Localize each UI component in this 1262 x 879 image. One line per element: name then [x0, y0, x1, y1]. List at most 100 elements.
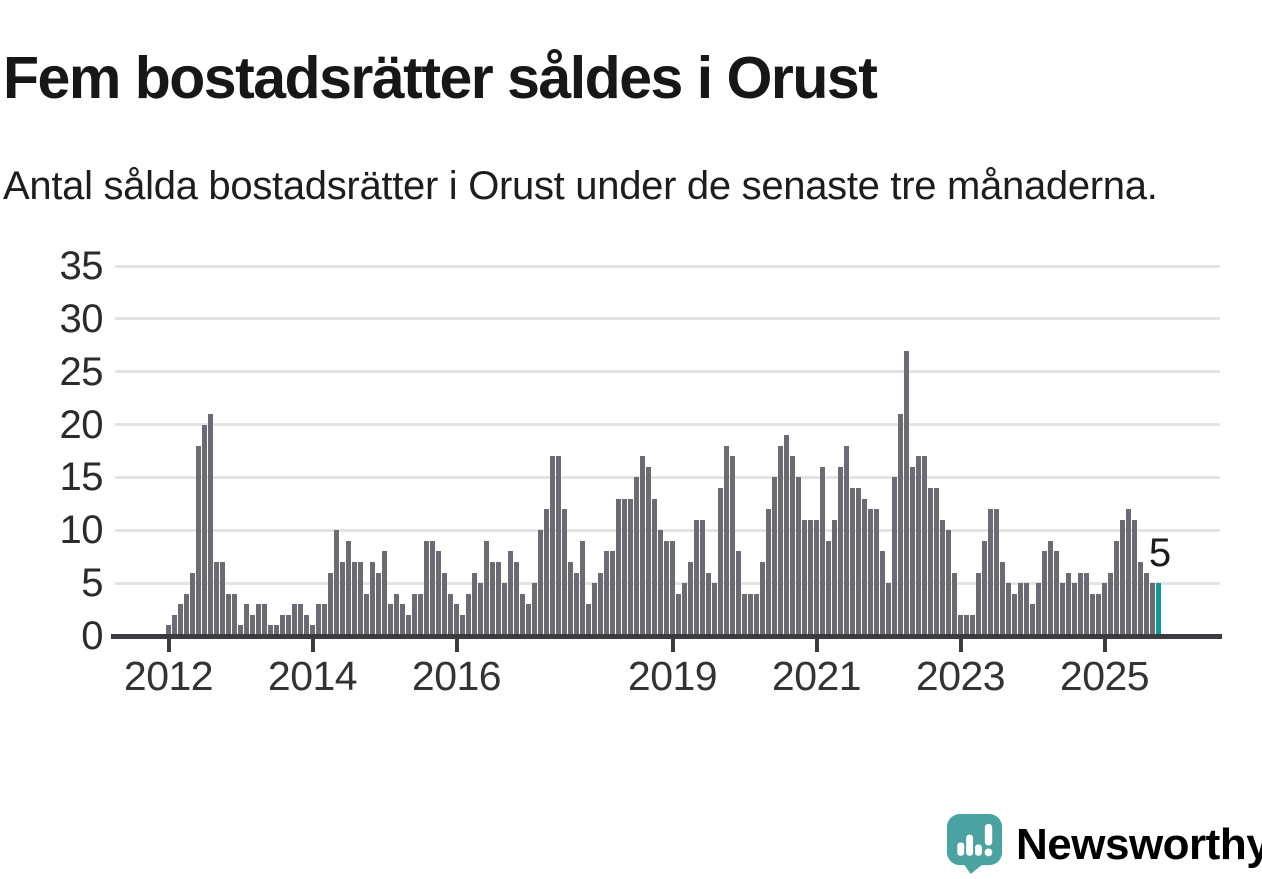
bar	[892, 477, 897, 636]
bar	[760, 562, 765, 636]
bar	[610, 551, 615, 636]
bar	[634, 477, 639, 636]
bar	[940, 520, 945, 636]
y-axis-label: 10	[59, 508, 104, 553]
bar	[1066, 573, 1071, 636]
bar	[736, 551, 741, 636]
bar	[910, 467, 915, 636]
bar	[1126, 509, 1131, 636]
x-axis-label: 2014	[267, 653, 358, 699]
bar	[400, 604, 405, 636]
bar	[682, 583, 687, 636]
x-axis-label: 2023	[915, 653, 1006, 699]
bar	[508, 551, 513, 636]
bar	[478, 583, 483, 636]
bar	[724, 446, 729, 636]
bar	[382, 551, 387, 636]
chart-subtitle: Antal sålda bostadsrätter i Orust under …	[3, 164, 1158, 208]
gridline-30	[115, 317, 1220, 321]
bar	[406, 615, 411, 636]
gridline-25	[115, 370, 1220, 374]
bar	[874, 509, 879, 636]
bar	[454, 604, 459, 636]
bar	[928, 488, 933, 636]
bar	[802, 520, 807, 636]
x-axis-label: 2019	[627, 653, 718, 699]
x-axis-label: 2025	[1059, 653, 1150, 699]
bar	[946, 530, 951, 636]
bar	[742, 594, 747, 636]
bar	[262, 604, 267, 636]
bar	[1114, 541, 1119, 636]
bar	[244, 604, 249, 636]
bar	[226, 594, 231, 636]
bar	[580, 541, 585, 636]
bar	[538, 530, 543, 636]
bar	[808, 520, 813, 636]
bar	[1024, 583, 1029, 636]
bar	[1006, 583, 1011, 636]
bar	[214, 562, 219, 636]
bar	[574, 573, 579, 636]
page-title: Fem bostadsrätter såldes i Orust	[3, 44, 878, 111]
bar	[1054, 551, 1059, 636]
bar	[646, 467, 651, 636]
bar	[1132, 520, 1137, 636]
x-axis-label: 2021	[771, 653, 862, 699]
bar	[868, 509, 873, 636]
bar	[700, 520, 705, 636]
bar	[778, 446, 783, 636]
bar	[850, 488, 855, 636]
bar	[1138, 562, 1143, 636]
bar	[664, 541, 669, 636]
bar	[322, 604, 327, 636]
bar	[274, 625, 279, 636]
bar	[658, 530, 663, 636]
bar	[364, 594, 369, 636]
bar	[934, 488, 939, 636]
bar	[814, 520, 819, 636]
bar	[370, 562, 375, 636]
bar	[628, 499, 633, 636]
bar	[502, 583, 507, 636]
bar	[358, 562, 363, 636]
bar	[982, 541, 987, 636]
bar	[442, 573, 447, 636]
bar	[688, 562, 693, 636]
bar	[844, 446, 849, 636]
bar	[1030, 604, 1035, 636]
bar	[898, 414, 903, 636]
bar	[436, 551, 441, 636]
bar	[388, 604, 393, 636]
bar	[376, 573, 381, 636]
bar	[304, 615, 309, 636]
bar	[520, 594, 525, 636]
bar	[526, 604, 531, 636]
bar	[448, 594, 453, 636]
bar	[352, 562, 357, 636]
bar	[232, 594, 237, 636]
bar	[994, 509, 999, 636]
bar	[964, 615, 969, 636]
bar	[586, 604, 591, 636]
bar	[754, 594, 759, 636]
gridline-20	[115, 423, 1220, 427]
bar	[394, 594, 399, 636]
bar	[1120, 520, 1125, 636]
bar	[532, 583, 537, 636]
bar	[670, 541, 675, 636]
bar	[790, 456, 795, 636]
bar	[1108, 573, 1113, 636]
bar	[922, 456, 927, 636]
bar	[268, 625, 273, 636]
bar	[328, 573, 333, 636]
bar	[550, 456, 555, 636]
bar	[886, 583, 891, 636]
x-axis-label: 2012	[123, 653, 214, 699]
bar	[718, 488, 723, 636]
bar	[484, 541, 489, 636]
bar	[1084, 573, 1089, 636]
bar	[460, 615, 465, 636]
bar	[766, 509, 771, 636]
